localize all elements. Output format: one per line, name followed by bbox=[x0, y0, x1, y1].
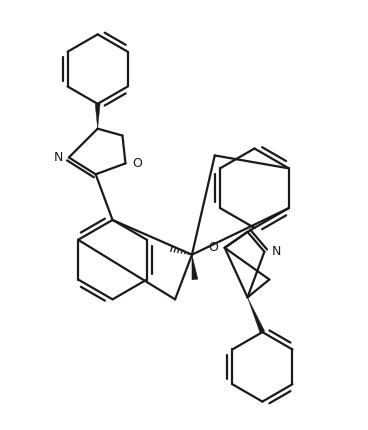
Text: O: O bbox=[208, 241, 218, 254]
Polygon shape bbox=[95, 104, 100, 129]
Polygon shape bbox=[192, 255, 198, 280]
Text: N: N bbox=[54, 151, 63, 164]
Text: O: O bbox=[132, 157, 142, 170]
Text: N: N bbox=[271, 245, 281, 258]
Polygon shape bbox=[248, 298, 265, 333]
